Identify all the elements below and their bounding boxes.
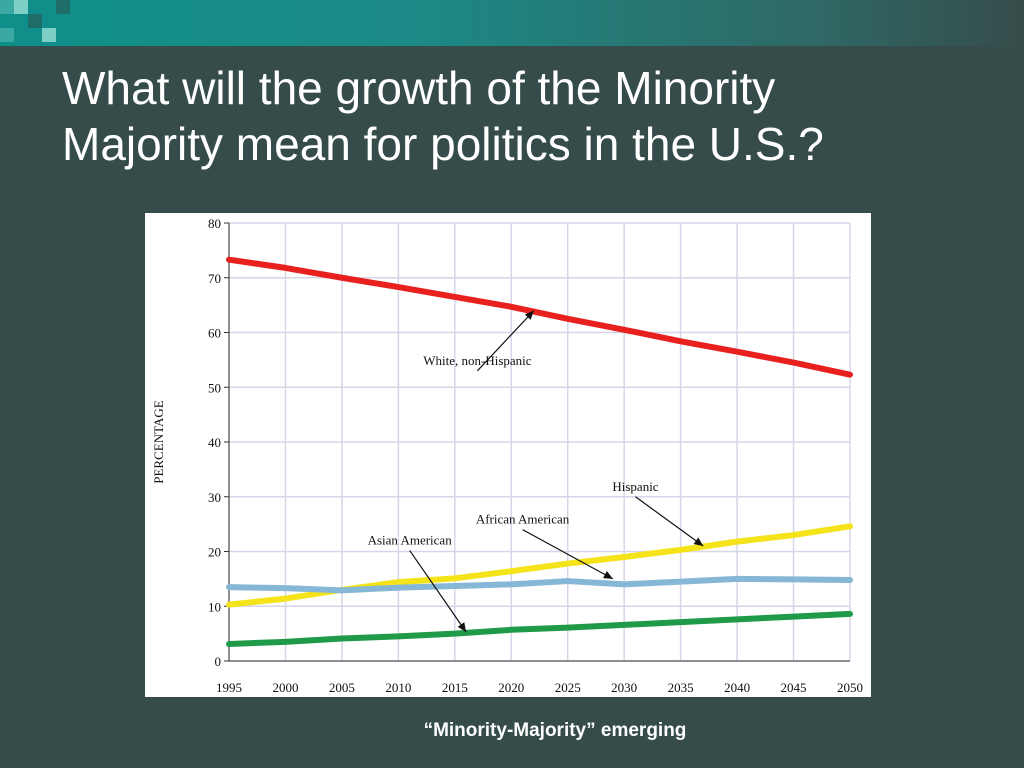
x-tick-label: 2000 <box>272 680 298 695</box>
slide-title: What will the growth of the Minority Maj… <box>62 60 962 172</box>
x-tick-label: 2035 <box>668 680 694 695</box>
series-line <box>226 256 853 378</box>
y-tick-label: 10 <box>208 599 221 614</box>
annotation-arrow <box>635 496 704 547</box>
annotation-arrowhead <box>524 310 534 320</box>
x-tick-label: 2005 <box>329 680 355 695</box>
y-axis-title: PERCENTAGE <box>151 400 166 484</box>
y-tick-label: 70 <box>208 271 221 286</box>
annotation-arrow <box>522 529 614 580</box>
series-line <box>226 575 853 594</box>
x-tick-label: 1995 <box>216 680 242 695</box>
annotation-label: White, non-Hispanic <box>423 353 532 368</box>
title-accent-band <box>0 0 1024 46</box>
annotation-arrow <box>476 310 535 372</box>
annotation-arrow <box>409 550 467 633</box>
annotation-label: Hispanic <box>612 479 658 494</box>
annotation-arrowhead <box>693 537 704 547</box>
series-line <box>226 610 853 648</box>
annotation-arrowhead <box>603 571 613 579</box>
slide-title-line: Majority mean for politics in the U.S.? <box>62 118 824 170</box>
y-tick-label: 0 <box>215 654 222 669</box>
decor-square <box>42 28 56 42</box>
x-tick-label: 2025 <box>555 680 581 695</box>
decor-square <box>56 0 70 14</box>
y-tick-label: 40 <box>208 435 221 450</box>
chart-panel: 0 10 20 30 40 50 60 70 80 1995 2000 2005 2010 2015 202… <box>145 213 871 697</box>
x-tick-label: 2010 <box>385 680 411 695</box>
x-tick-label: 2040 <box>724 680 750 695</box>
y-tick-label: 30 <box>208 490 221 505</box>
x-tick-label: 2015 <box>442 680 468 695</box>
x-tick-label: 2050 <box>837 680 863 695</box>
decor-square <box>14 0 28 14</box>
decor-square <box>0 28 14 42</box>
x-tick-label: 2030 <box>611 680 637 695</box>
x-tick-label: 2020 <box>498 680 524 695</box>
decor-square <box>28 14 42 28</box>
y-tick-label: 50 <box>208 380 221 395</box>
slide-caption: “Minority-Majority” emerging <box>423 720 687 741</box>
y-tick-label: 20 <box>208 545 221 560</box>
y-tick-label: 60 <box>208 326 221 341</box>
annotation-label: Asian American <box>368 532 453 547</box>
decor-square <box>0 0 14 14</box>
series-line <box>226 523 853 608</box>
annotation-arrowhead <box>457 622 467 632</box>
y-tick-label: 80 <box>208 216 221 231</box>
x-tick-label: 2045 <box>781 680 807 695</box>
slide-title-line: What will the growth of the Minority <box>62 62 776 114</box>
annotation-label: African American <box>476 512 570 527</box>
